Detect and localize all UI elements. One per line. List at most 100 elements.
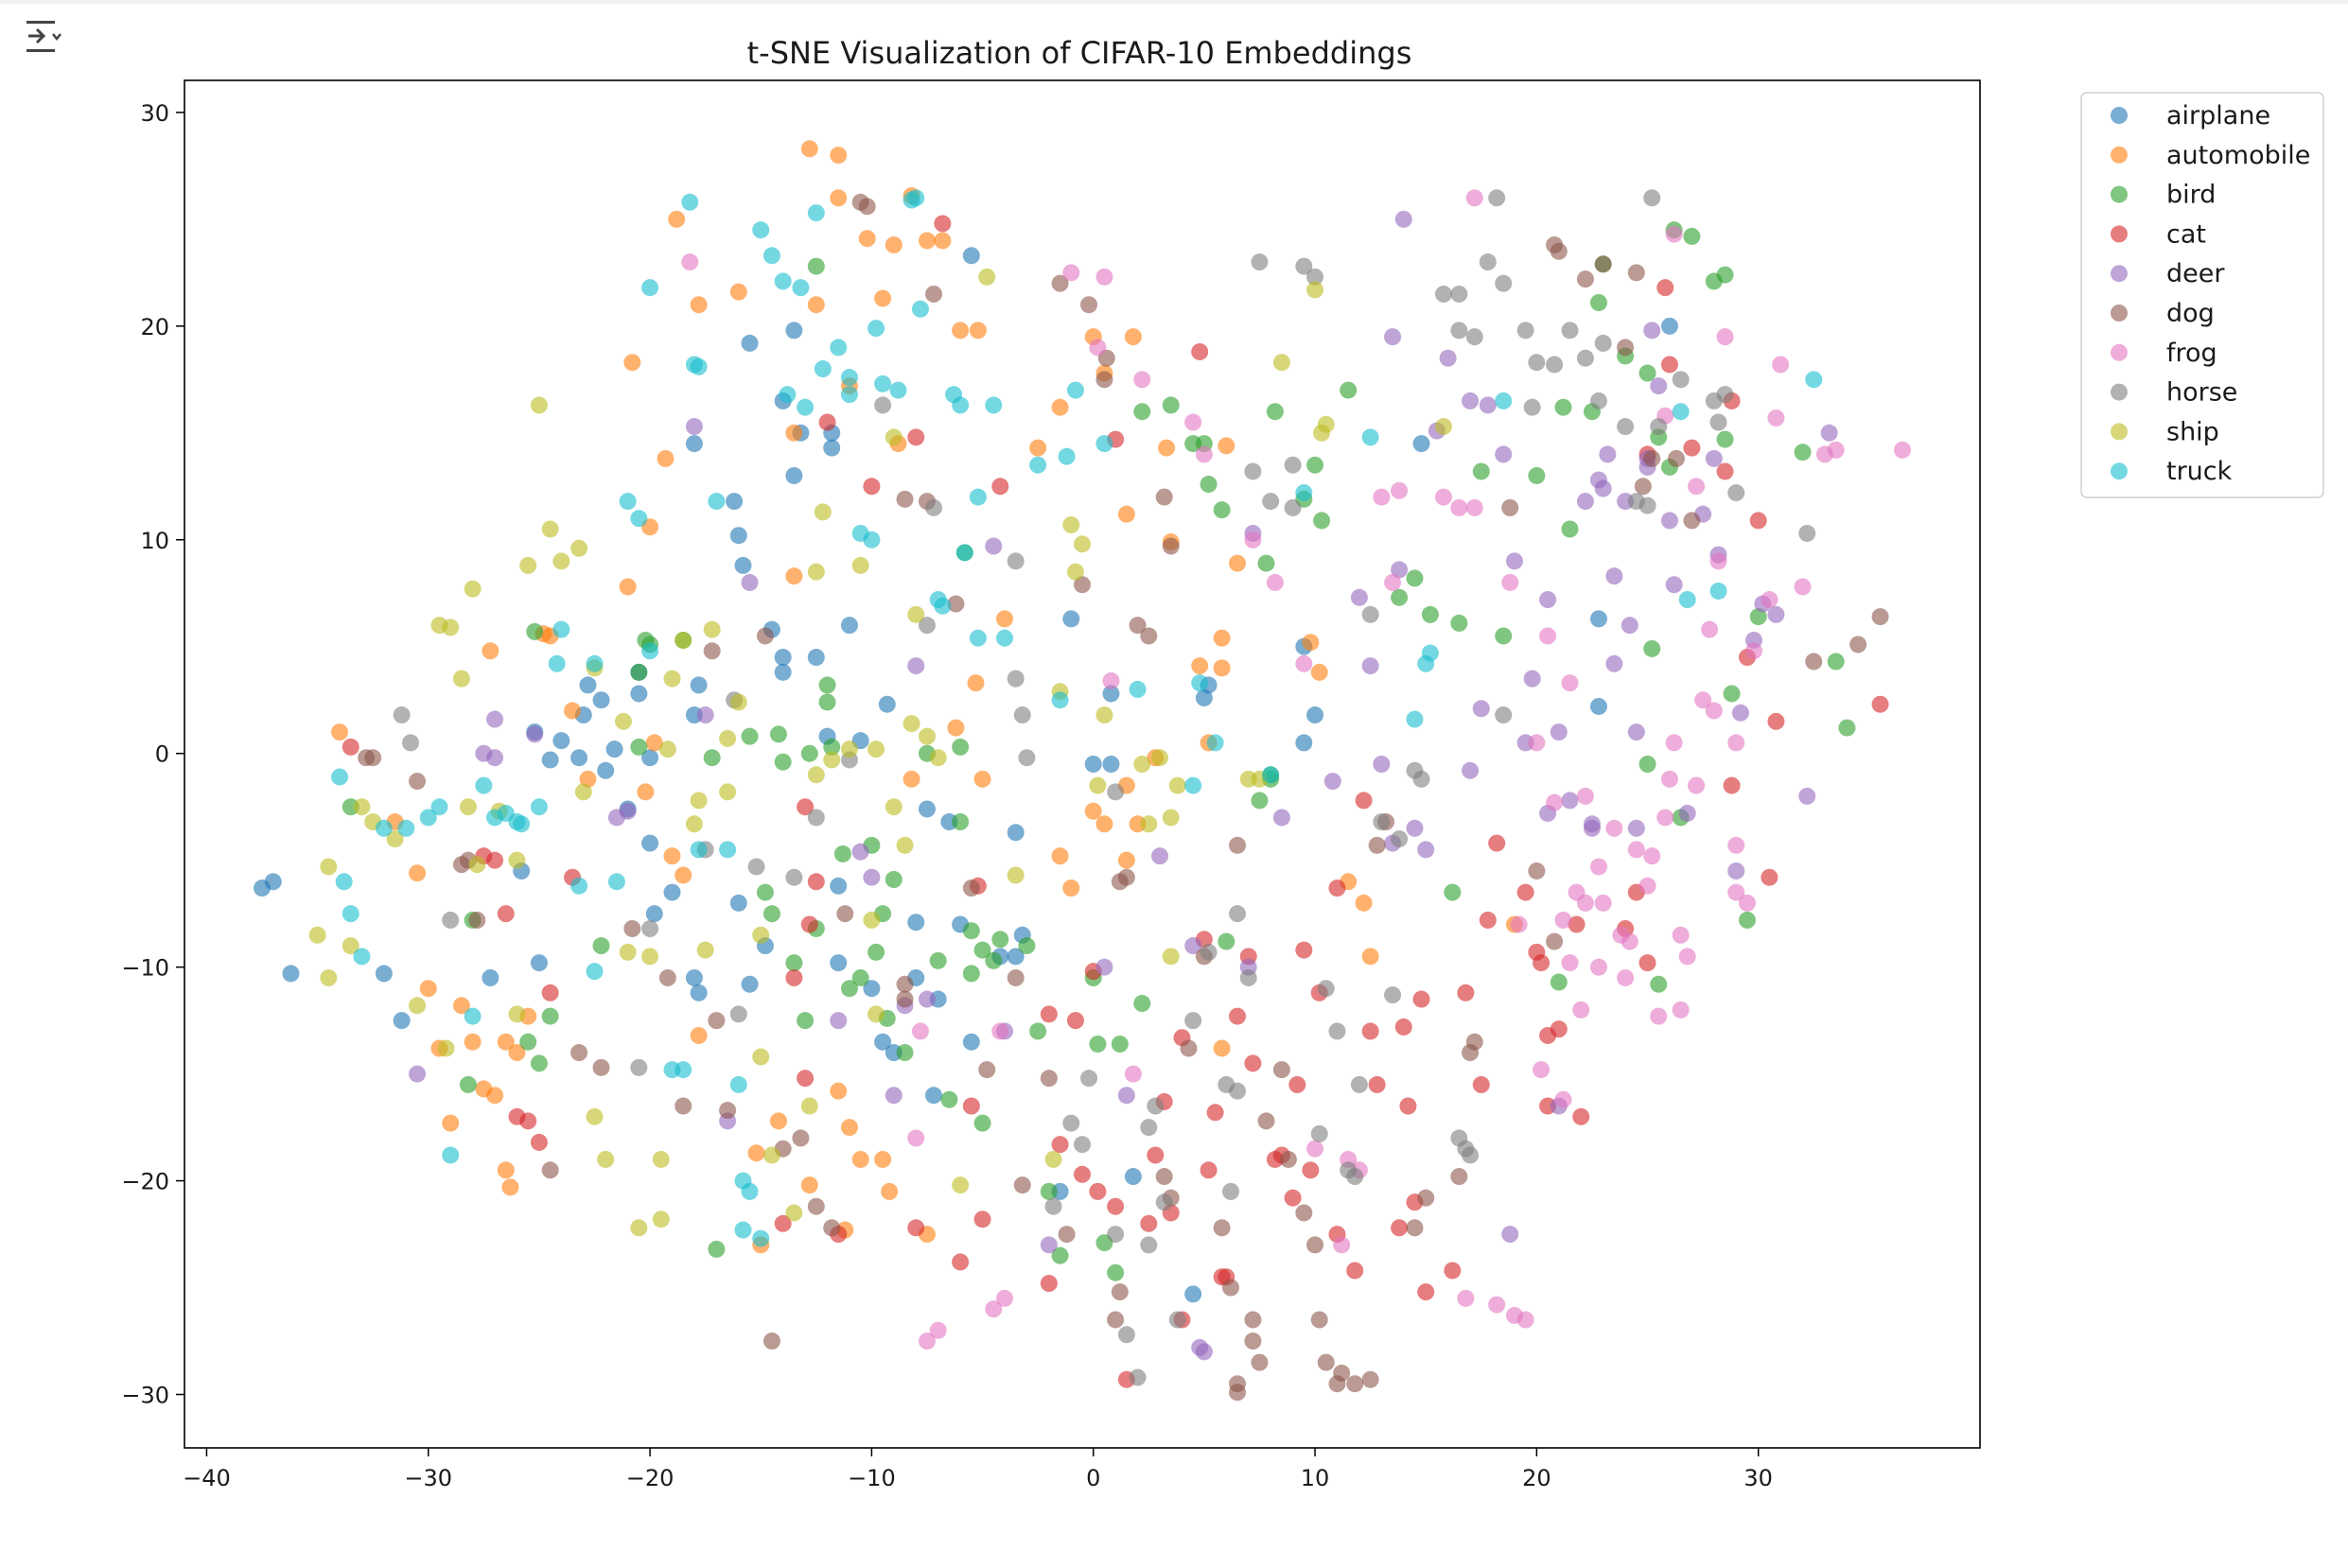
data-point-automobile xyxy=(1191,657,1209,675)
data-point-ship xyxy=(619,943,637,961)
data-point-automobile xyxy=(1051,847,1069,865)
data-point-airplane xyxy=(685,968,703,986)
data-point-dog xyxy=(1634,478,1652,496)
data-point-truck xyxy=(475,776,493,794)
data-point-airplane xyxy=(685,435,703,453)
data-point-bird xyxy=(1200,476,1218,494)
data-point-deer xyxy=(1417,841,1435,859)
data-point-horse xyxy=(1650,418,1668,436)
data-point-truck xyxy=(867,320,885,338)
data-point-cat xyxy=(1147,1146,1165,1164)
data-point-truck xyxy=(375,819,393,837)
data-point-dog xyxy=(1221,1279,1239,1297)
data-point-bird xyxy=(1589,293,1607,311)
x-tick-label: 20 xyxy=(1522,1465,1551,1491)
data-point-bird xyxy=(1306,456,1324,474)
data-point-automobile xyxy=(1124,328,1142,346)
data-point-automobile xyxy=(1361,948,1379,966)
data-point-truck xyxy=(570,877,588,895)
data-point-bird xyxy=(1162,396,1180,414)
data-point-frog xyxy=(907,1129,925,1147)
data-point-deer xyxy=(1727,862,1745,880)
data-point-automobile xyxy=(442,1114,460,1132)
data-point-automobile xyxy=(637,783,655,801)
data-point-horse xyxy=(1310,1124,1328,1142)
data-point-ship xyxy=(1074,535,1091,553)
data-point-airplane xyxy=(641,834,659,852)
data-point-horse xyxy=(402,734,420,752)
data-points xyxy=(254,140,1911,1402)
data-point-truck xyxy=(969,488,987,506)
data-point-horse xyxy=(1107,1226,1125,1244)
data-point-bird xyxy=(1738,911,1756,929)
data-point-frog xyxy=(1727,883,1745,901)
data-point-deer xyxy=(1184,937,1202,955)
data-point-dog xyxy=(1550,242,1568,260)
data-point-frog xyxy=(1627,841,1645,859)
data-point-truck xyxy=(719,841,737,859)
data-point-airplane xyxy=(1306,706,1324,724)
data-point-dog xyxy=(1417,1189,1435,1207)
data-point-horse xyxy=(1384,986,1402,1004)
data-point-horse xyxy=(1229,1082,1247,1100)
data-point-automobile xyxy=(995,610,1013,628)
data-point-ship xyxy=(851,556,869,574)
data-point-cat xyxy=(1200,1161,1218,1179)
data-point-frog xyxy=(1124,1065,1142,1083)
data-point-ship xyxy=(308,926,326,944)
collapse-output-icon[interactable] xyxy=(23,15,64,57)
legend-label-dog: dog xyxy=(2166,299,2215,328)
data-point-ship xyxy=(1151,749,1169,767)
data-point-airplane xyxy=(863,980,881,998)
data-point-truck xyxy=(774,272,792,290)
data-point-horse xyxy=(1155,1193,1173,1211)
data-point-cat xyxy=(1444,1262,1462,1280)
data-point-airplane xyxy=(482,968,499,986)
data-point-dog xyxy=(1007,968,1025,986)
data-point-deer xyxy=(1095,958,1113,976)
data-point-bird xyxy=(1340,381,1358,399)
data-point-bird xyxy=(1213,501,1231,519)
data-point-deer xyxy=(1561,792,1579,810)
data-point-automobile xyxy=(885,235,902,253)
data-point-deer xyxy=(1406,819,1424,837)
data-point-automobile xyxy=(1062,880,1080,897)
data-point-deer xyxy=(863,868,881,886)
data-point-dog xyxy=(1643,449,1661,467)
data-point-horse xyxy=(1479,253,1497,271)
data-point-dog xyxy=(1279,1150,1297,1168)
data-point-bird xyxy=(818,693,836,711)
data-point-frog xyxy=(1665,734,1683,752)
series-automobile xyxy=(331,140,1523,1254)
series-ship xyxy=(308,268,1452,1237)
data-point-horse xyxy=(630,1058,648,1076)
data-point-automobile xyxy=(663,847,681,865)
x-tick-label: 10 xyxy=(1301,1465,1330,1491)
data-point-automobile xyxy=(1117,505,1135,523)
data-point-bird xyxy=(541,1007,559,1025)
data-point-dog xyxy=(1295,1204,1313,1222)
data-point-airplane xyxy=(785,322,803,340)
data-point-bird xyxy=(823,738,841,756)
data-point-truck xyxy=(1709,582,1727,600)
data-point-deer xyxy=(526,725,544,743)
data-point-bird xyxy=(1638,756,1656,773)
data-point-ship xyxy=(840,740,858,758)
data-point-dog xyxy=(1333,1364,1351,1382)
y-tick-label: 30 xyxy=(140,100,169,127)
data-point-frog xyxy=(1373,488,1391,506)
data-point-dog xyxy=(947,595,965,613)
data-point-airplane xyxy=(605,740,623,758)
data-point-airplane xyxy=(729,527,747,545)
data-point-ship xyxy=(807,766,825,784)
data-point-automobile xyxy=(645,734,663,752)
data-point-deer xyxy=(685,418,703,436)
data-point-ship xyxy=(353,798,371,816)
data-point-frog xyxy=(1576,894,1594,912)
data-point-cat xyxy=(497,905,515,923)
data-point-cat xyxy=(1533,954,1551,972)
data-point-bird xyxy=(1107,1263,1125,1281)
data-point-cat xyxy=(1638,954,1656,972)
data-point-dog xyxy=(1272,1061,1290,1079)
